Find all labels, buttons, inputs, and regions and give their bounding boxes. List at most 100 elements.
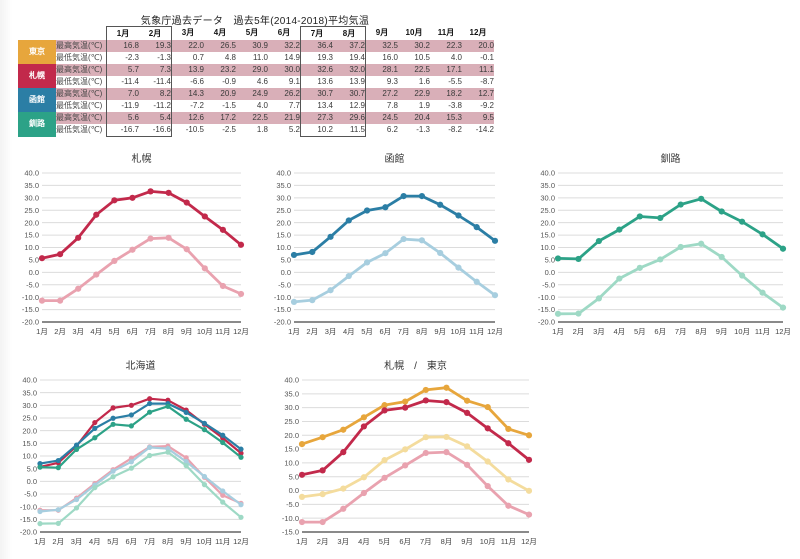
- temp-cell: 19.3: [139, 40, 172, 52]
- temp-cell: 32.6: [300, 64, 333, 76]
- temp-cell: 37.2: [333, 40, 366, 52]
- temp-cell: -16.6: [139, 124, 172, 137]
- temp-cell: 9.3: [365, 76, 398, 88]
- x-tick-label: 12月: [487, 327, 503, 336]
- data-point: [201, 213, 208, 220]
- series-line: [38, 451, 243, 525]
- y-tick-label: 35.0: [24, 181, 39, 190]
- temp-cell: -11.9: [106, 100, 139, 112]
- temp-cell: 4.8: [204, 52, 236, 64]
- y-tick-label: 25.0: [276, 206, 291, 215]
- x-tick-label: 1月: [36, 327, 48, 336]
- data-point: [402, 446, 409, 453]
- data-point: [319, 518, 326, 526]
- data-point: [381, 457, 388, 464]
- temp-cell: 0.7: [171, 52, 204, 64]
- data-point: [298, 441, 306, 448]
- temp-cell: 1.6: [398, 76, 430, 88]
- series-line: [292, 194, 497, 257]
- y-tick-label: -20.0: [274, 318, 291, 327]
- data-point: [56, 251, 64, 258]
- x-tick-label: 3月: [72, 327, 84, 336]
- month-header: 10月: [405, 28, 423, 38]
- data-point: [111, 197, 118, 204]
- data-point: [463, 409, 471, 416]
- temp-cell: -6.6: [171, 76, 204, 88]
- data-point: [93, 271, 100, 278]
- temp-cell: -9.2: [462, 100, 494, 112]
- x-tick-label: 5月: [379, 537, 391, 546]
- y-tick-label: 5.0: [281, 256, 291, 265]
- temp-cell: 1.8: [236, 124, 268, 137]
- data-point: [400, 235, 407, 243]
- data-point: [111, 257, 118, 265]
- data-point: [422, 434, 429, 441]
- data-point: [92, 435, 98, 441]
- data-point: [238, 502, 244, 508]
- x-tick-label: 7月: [420, 537, 432, 546]
- data-point: [455, 264, 462, 271]
- data-point: [110, 474, 116, 480]
- chart-sapporo-title: 札幌: [131, 154, 152, 165]
- y-tick-label: 25.0: [540, 206, 555, 215]
- data-point: [595, 237, 603, 245]
- data-point: [340, 485, 347, 492]
- month-header: 8月: [333, 26, 366, 40]
- temp-cell: 30.0: [268, 64, 301, 76]
- data-point: [698, 195, 705, 202]
- temp-cell: 24.5: [365, 112, 398, 124]
- x-tick-label: 3月: [337, 537, 349, 546]
- data-point: [437, 249, 444, 257]
- chart-hakodate-title: 函館: [384, 154, 405, 165]
- x-tick-label: 9月: [181, 327, 193, 336]
- temp-cell: 17.1: [430, 64, 462, 76]
- table-title: 気象庁過去データ 過去5年(2014-2018)平均気温: [140, 16, 370, 27]
- data-point: [110, 468, 116, 474]
- data-point: [37, 464, 43, 470]
- y-tick-label: 20.0: [22, 426, 37, 435]
- temp-cell: -7.2: [171, 100, 204, 112]
- x-tick-label: 9月: [716, 327, 728, 336]
- data-point: [38, 255, 46, 262]
- temp-cell: 20.4: [398, 112, 430, 124]
- data-point: [677, 201, 684, 208]
- data-point: [92, 485, 98, 491]
- data-point: [309, 297, 316, 304]
- y-tick-label: 10.0: [24, 243, 39, 252]
- temp-cell: 29.6: [333, 112, 366, 124]
- data-point: [298, 471, 306, 478]
- temp-cell: 21.9: [268, 112, 301, 124]
- chart-sapporo-tokyo: 札幌 / 東京 40.0 35.0 30.0 25.0 20.0 15.0 10.0 5.0 0.…: [272, 357, 538, 548]
- table-row: 函館 最高気温(℃) 7.0 8.2 14.3 20.9 24.9 26.2 30.7 30.7 2…: [18, 88, 494, 112]
- data-point: [443, 433, 450, 441]
- data-point: [418, 237, 426, 244]
- temp-cell: 5.2: [268, 124, 301, 137]
- data-point: [237, 241, 245, 248]
- data-point: [201, 427, 208, 433]
- data-point: [183, 416, 189, 422]
- x-tick-label: 5月: [361, 327, 373, 336]
- y-tick-label: -15.0: [538, 305, 555, 314]
- temp-cell: 27.3: [300, 112, 333, 124]
- y-tick-label: 0.0: [27, 477, 37, 486]
- chart-hokkaido-title: 北海道: [125, 361, 156, 372]
- data-point: [55, 520, 61, 526]
- temp-cell: 29.0: [236, 64, 268, 76]
- temp-cell: 10.5: [398, 52, 430, 64]
- x-tick-label: 3月: [325, 327, 337, 336]
- temp-cell: 36.4: [300, 40, 333, 52]
- data-point: [327, 233, 334, 240]
- x-tick-label: 11月: [215, 537, 230, 546]
- data-point: [595, 295, 603, 302]
- data-point: [165, 449, 171, 455]
- data-point: [110, 421, 116, 427]
- y-tick-label: 40.0: [540, 169, 555, 178]
- y-tick-label: 0.0: [545, 268, 555, 277]
- temp-cell: 16.0: [365, 52, 398, 64]
- y-tick-label: -10.0: [538, 293, 555, 302]
- data-point: [491, 292, 499, 299]
- data-point: [779, 245, 787, 252]
- data-point: [418, 192, 426, 200]
- data-point: [381, 407, 388, 414]
- data-point: [128, 402, 134, 408]
